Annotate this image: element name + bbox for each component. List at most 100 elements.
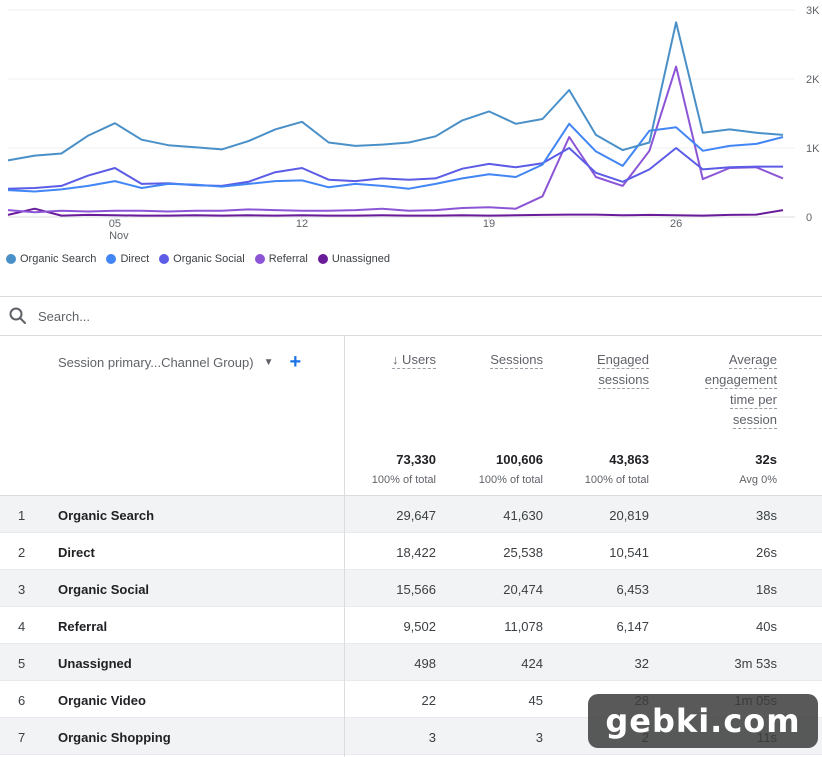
- chevron-down-icon[interactable]: ▼: [263, 356, 274, 368]
- column-total: 43,863: [609, 452, 649, 467]
- legend-label: Referral: [268, 253, 308, 265]
- row-cell-sessions: 11,078: [504, 619, 543, 634]
- row-cell-sessions: 45: [528, 693, 543, 708]
- row-channel-name: Referral: [58, 619, 108, 634]
- search-icon: [9, 307, 26, 324]
- table-row[interactable]: 2 Direct 18,422 25,538 10,541 26s: [0, 533, 822, 570]
- legend-item[interactable]: Referral: [254, 253, 308, 265]
- row-cell-users: 3: [428, 730, 436, 745]
- series-line[interactable]: [7, 21, 784, 162]
- legend-item[interactable]: Organic Search: [6, 253, 96, 265]
- legend-dot-icon: [159, 254, 170, 264]
- legend-label: Direct: [120, 253, 150, 265]
- row-cell-avg: 40s: [756, 619, 777, 634]
- row-cell-engaged: 20,819: [609, 508, 649, 523]
- row-channel-name: Organic Video: [58, 693, 146, 708]
- x-tick-label: 26: [670, 218, 682, 230]
- legend-dot-icon: [106, 254, 117, 264]
- series-line[interactable]: [7, 147, 783, 190]
- row-cell-avg: 3m 53s: [734, 656, 777, 671]
- watermark-logo: gebki.com: [588, 694, 818, 748]
- legend-item[interactable]: Organic Social: [159, 253, 245, 265]
- column-total-percent: Avg 0%: [739, 474, 777, 486]
- y-tick-label: 0: [806, 212, 812, 224]
- column-header-label: sessions: [598, 372, 649, 389]
- row-cell-engaged: 6,147: [616, 619, 649, 634]
- column-total-percent: 100% of total: [478, 474, 543, 486]
- legend-dot-icon: [6, 254, 16, 264]
- legend-dot-icon: [317, 254, 328, 264]
- column-header-avg[interactable]: Average engagement time per session: [677, 350, 777, 430]
- row-index: 6: [18, 693, 26, 708]
- chart-legend: Organic Search Direct Organic Social Referr…: [6, 253, 390, 265]
- row-index: 5: [18, 656, 26, 671]
- line-chart: 0 1K 2K 3K 05 Nov 12 19 26: [0, 0, 822, 245]
- column-header-sessions[interactable]: Sessions: [453, 350, 543, 370]
- column-header-users[interactable]: ↓ Users: [346, 350, 436, 370]
- x-tick-label: 12: [296, 218, 308, 230]
- row-cell-users: 18,422: [396, 545, 436, 560]
- search-bar: [0, 296, 822, 336]
- legend-dot-icon: [254, 254, 265, 264]
- y-tick-label: 3K: [806, 5, 820, 17]
- dimension-header[interactable]: Session primary...Channel Group) ▼ +: [58, 351, 302, 373]
- legend-label: Organic Search: [20, 253, 97, 265]
- legend-item[interactable]: Unassigned: [317, 253, 390, 265]
- row-cell-avg: 38s: [756, 508, 777, 523]
- column-total-percent: 100% of total: [371, 474, 436, 486]
- search-input[interactable]: [38, 308, 438, 324]
- table-row[interactable]: 1 Organic Search 29,647 41,630 20,819 38s: [0, 496, 822, 533]
- row-cell-engaged: 6,453: [616, 582, 649, 597]
- row-cell-users: 498: [414, 656, 436, 671]
- x-tick-sublabel: Nov: [109, 230, 129, 242]
- row-cell-engaged: 32: [634, 656, 649, 671]
- legend-label: Unassigned: [331, 253, 390, 265]
- y-tick-label: 1K: [806, 143, 820, 155]
- row-cell-users: 29,647: [396, 508, 436, 523]
- report-table: Session primary...Channel Group) ▼ + ↓ U…: [0, 336, 822, 757]
- column-header-label: engagement: [704, 372, 777, 389]
- row-channel-name: Organic Search: [58, 508, 155, 523]
- row-index: 4: [18, 619, 26, 634]
- row-channel-name: Unassigned: [58, 656, 132, 671]
- column-header-label: session: [732, 412, 777, 429]
- row-cell-users: 9,502: [403, 619, 436, 634]
- row-channel-name: Organic Social: [58, 582, 150, 597]
- table-row[interactable]: 5 Unassigned 498 424 32 3m 53s: [0, 644, 822, 681]
- column-header-label: Average: [728, 352, 777, 369]
- column-header-label: ↓ Users: [391, 352, 436, 369]
- row-cell-sessions: 25,538: [503, 545, 543, 560]
- x-tick-label: 19: [483, 218, 495, 230]
- row-cell-avg: 26s: [756, 545, 777, 560]
- add-dimension-button[interactable]: +: [289, 351, 302, 373]
- row-cell-users: 15,566: [396, 582, 436, 597]
- column-header-engaged[interactable]: Engaged sessions: [559, 350, 649, 390]
- series-line[interactable]: [7, 65, 784, 214]
- dimension-header-label: Session primary...Channel Group): [58, 354, 254, 370]
- row-index: 1: [18, 508, 26, 523]
- x-tick-label: 05: [109, 218, 121, 230]
- legend-item[interactable]: Direct: [106, 253, 149, 265]
- row-index: 7: [18, 730, 26, 745]
- column-total: 32s: [755, 452, 777, 467]
- y-tick-label: 2K: [806, 74, 820, 86]
- table-row[interactable]: 4 Referral 9,502 11,078 6,147 40s: [0, 607, 822, 644]
- row-channel-name: Organic Shopping: [58, 730, 171, 745]
- table-row[interactable]: 3 Organic Social 15,566 20,474 6,453 18s: [0, 570, 822, 607]
- column-header-label: time per: [730, 392, 777, 409]
- row-cell-sessions: 20,474: [503, 582, 543, 597]
- row-cell-engaged: 10,541: [609, 545, 649, 560]
- legend-label: Organic Social: [173, 253, 245, 265]
- table-header: Session primary...Channel Group) ▼ + ↓ U…: [0, 336, 822, 496]
- column-header-label: Engaged: [596, 352, 649, 369]
- row-cell-sessions: 424: [521, 656, 543, 671]
- series-line[interactable]: [7, 207, 784, 217]
- column-total: 73,330: [396, 452, 436, 467]
- row-cell-sessions: 3: [535, 730, 543, 745]
- column-total: 100,606: [496, 452, 543, 467]
- series-line[interactable]: [7, 122, 784, 193]
- column-header-label: Sessions: [490, 352, 543, 369]
- column-divider: [344, 336, 345, 757]
- row-channel-name: Direct: [58, 545, 95, 560]
